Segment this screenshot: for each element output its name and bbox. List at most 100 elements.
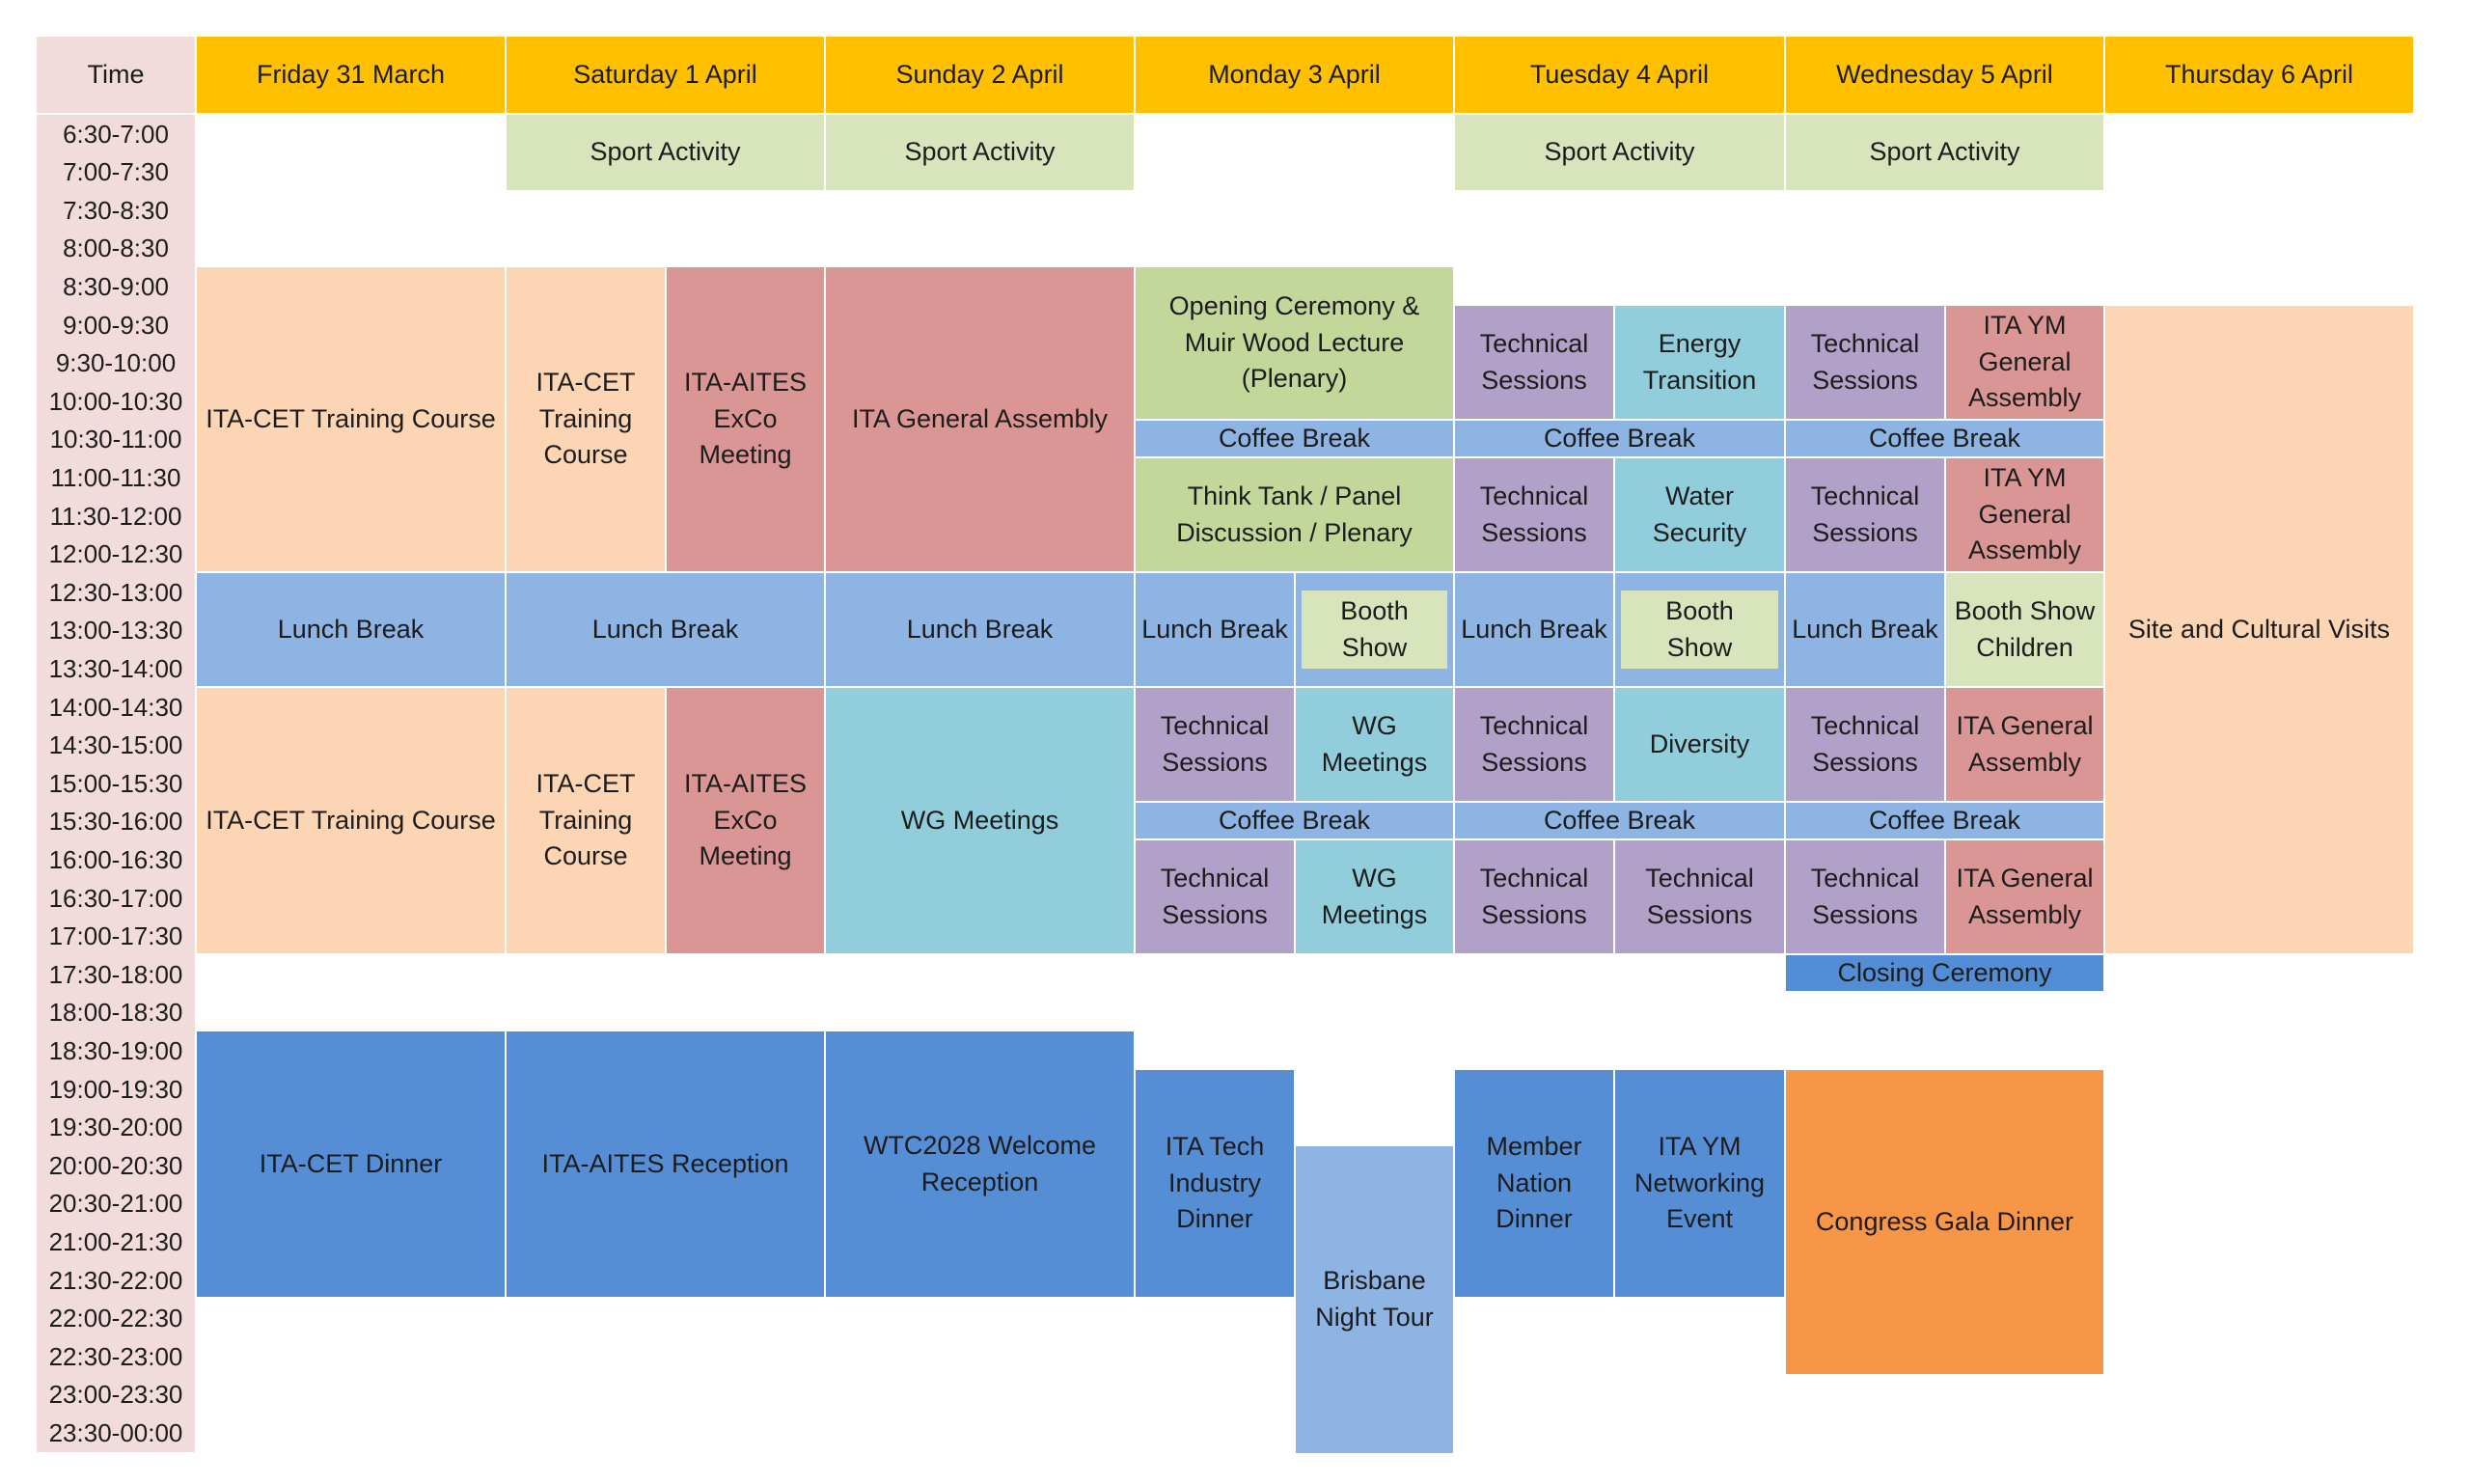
event-ita-aites-exco-meeting: ITA-AITES ExCo Meeting	[667, 688, 824, 953]
event-technical-sessions: Technical Sessions	[1455, 840, 1613, 953]
event-lunch-break: Lunch Break	[507, 573, 824, 686]
event-wg-meetings: WG Meetings	[1296, 688, 1453, 801]
time-slot-label: 11:30-12:00	[37, 497, 195, 536]
event-wtc2028-welcome-reception: WTC2028 Welcome Reception	[826, 1031, 1134, 1297]
time-slot-label: 18:30-19:00	[37, 1031, 195, 1070]
time-slot-label: 8:30-9:00	[37, 267, 195, 306]
event-ita-ym-general-assembly: ITA YM General Assembly	[1946, 306, 2103, 419]
event-ita-ym-general-assembly: ITA YM General Assembly	[1946, 458, 2103, 571]
event-booth-show: Booth Show	[1621, 590, 1778, 670]
event-booth-show-slot: Booth Show	[1615, 573, 1784, 686]
event-coffee-break: Coffee Break	[1786, 421, 2103, 456]
time-slot-label: 8:00-8:30	[37, 230, 195, 267]
event-think-tank-panel: Think Tank / Panel Discussion / Plenary	[1136, 458, 1453, 571]
day-header-sunday: Sunday 2 April	[826, 37, 1134, 113]
time-slot-label: 11:00-11:30	[37, 458, 195, 497]
time-slot-label: 14:00-14:30	[37, 688, 195, 727]
day-header-saturday: Saturday 1 April	[507, 37, 824, 113]
event-coffee-break: Coffee Break	[1455, 421, 1784, 456]
time-slot-label: 23:30-00:00	[37, 1414, 195, 1452]
day-header-monday: Monday 3 April	[1136, 37, 1453, 113]
event-booth-show-slot: Booth Show	[1296, 573, 1453, 686]
day-header-friday: Friday 31 March	[197, 37, 505, 113]
event-ita-cet-training-course: ITA-CET Training Course	[507, 688, 665, 953]
time-slot-label: 12:00-12:30	[37, 536, 195, 573]
event-opening-ceremony: Opening Ceremony & Muir Wood Lecture (Pl…	[1136, 267, 1453, 419]
time-slot-label: 7:00-7:30	[37, 153, 195, 191]
event-sport-activity: Sport Activity	[507, 115, 824, 190]
event-lunch-break: Lunch Break	[1786, 573, 1944, 686]
time-slot-label: 6:30-7:00	[37, 115, 195, 153]
event-technical-sessions: Technical Sessions	[1615, 840, 1784, 953]
time-slot-label: 18:00-18:30	[37, 994, 195, 1031]
day-header-tuesday: Tuesday 4 April	[1455, 37, 1784, 113]
event-brisbane-night-tour: Brisbane Night Tour	[1296, 1146, 1453, 1453]
day-header-thursday: Thursday 6 April	[2105, 37, 2413, 113]
event-ita-aites-exco-meeting: ITA-AITES ExCo Meeting	[667, 267, 824, 571]
time-slot-label: 17:30-18:00	[37, 955, 195, 994]
time-slot-label: 23:00-23:30	[37, 1376, 195, 1414]
event-sport-activity: Sport Activity	[1786, 115, 2103, 190]
event-lunch-break: Lunch Break	[826, 573, 1134, 686]
event-wg-meetings: WG Meetings	[1296, 840, 1453, 953]
time-slot-label: 20:00-20:30	[37, 1146, 195, 1185]
time-slot-label: 17:00-17:30	[37, 918, 195, 955]
time-column-header: Time	[37, 37, 195, 113]
time-slot-label: 12:30-13:00	[37, 573, 195, 612]
event-technical-sessions: Technical Sessions	[1455, 688, 1613, 801]
event-lunch-break: Lunch Break	[1455, 573, 1613, 686]
event-wg-meetings: WG Meetings	[826, 688, 1134, 953]
event-ita-cet-training-course: ITA-CET Training Course	[197, 267, 505, 571]
event-lunch-break: Lunch Break	[1136, 573, 1294, 686]
event-coffee-break: Coffee Break	[1136, 421, 1453, 456]
day-header-wednesday: Wednesday 5 April	[1786, 37, 2103, 113]
time-slot-label: 9:00-9:30	[37, 306, 195, 344]
event-congress-gala-dinner: Congress Gala Dinner	[1786, 1070, 2103, 1374]
event-site-and-cultural-visits: Site and Cultural Visits	[2105, 306, 2413, 953]
event-ita-general-assembly: ITA General Assembly	[1946, 688, 2103, 801]
time-slot-label: 9:30-10:00	[37, 344, 195, 382]
event-booth-show: Booth Show	[1302, 590, 1447, 670]
event-technical-sessions: Technical Sessions	[1786, 458, 1944, 571]
event-ita-cet-dinner: ITA-CET Dinner	[197, 1031, 505, 1297]
time-slot-label: 21:30-22:00	[37, 1261, 195, 1300]
event-ita-general-assembly: ITA General Assembly	[826, 267, 1134, 571]
event-technical-sessions: Technical Sessions	[1136, 688, 1294, 801]
time-slot-label: 13:00-13:30	[37, 612, 195, 649]
event-ita-tech-industry-dinner: ITA Tech Industry Dinner	[1136, 1070, 1294, 1297]
event-technical-sessions: Technical Sessions	[1455, 306, 1613, 419]
event-member-nation-dinner: Member Nation Dinner	[1455, 1070, 1613, 1297]
event-technical-sessions: Technical Sessions	[1786, 840, 1944, 953]
event-technical-sessions: Technical Sessions	[1136, 840, 1294, 953]
time-slot-label: 19:00-19:30	[37, 1070, 195, 1109]
event-ita-ym-networking: ITA YM Networking Event	[1615, 1070, 1784, 1297]
event-water-security: Water Security	[1615, 458, 1784, 571]
event-ita-cet-training-course: ITA-CET Training Course	[507, 267, 665, 571]
event-lunch-break: Lunch Break	[197, 573, 505, 686]
event-closing-ceremony: Closing Ceremony	[1786, 955, 2103, 991]
time-slot-label: 10:30-11:00	[37, 421, 195, 458]
event-technical-sessions: Technical Sessions	[1455, 458, 1613, 571]
event-coffee-break: Coffee Break	[1136, 803, 1453, 838]
time-slot-label: 13:30-14:00	[37, 649, 195, 688]
event-ita-general-assembly: ITA General Assembly	[1946, 840, 2103, 953]
time-slot-label: 14:30-15:00	[37, 727, 195, 764]
time-slot-label: 15:00-15:30	[37, 764, 195, 803]
time-slot-label: 7:30-8:30	[37, 191, 195, 230]
event-coffee-break: Coffee Break	[1455, 803, 1784, 838]
event-sport-activity: Sport Activity	[1455, 115, 1784, 190]
event-diversity: Diversity	[1615, 688, 1784, 801]
event-sport-activity: Sport Activity	[826, 115, 1134, 190]
event-ita-cet-training-course: ITA-CET Training Course	[197, 688, 505, 953]
event-technical-sessions: Technical Sessions	[1786, 306, 1944, 419]
event-ita-aites-reception: ITA-AITES Reception	[507, 1031, 824, 1297]
time-slot-label: 19:30-20:00	[37, 1109, 195, 1146]
time-slot-label: 16:30-17:00	[37, 879, 195, 918]
time-slot-label: 21:00-21:30	[37, 1223, 195, 1261]
time-slot-label: 22:30-23:00	[37, 1337, 195, 1376]
time-slot-label: 22:00-22:30	[37, 1300, 195, 1337]
event-booth-show-children: Booth Show Children	[1946, 573, 2103, 686]
time-slot-label: 10:00-10:30	[37, 382, 195, 421]
time-slot-label: 15:30-16:00	[37, 803, 195, 840]
